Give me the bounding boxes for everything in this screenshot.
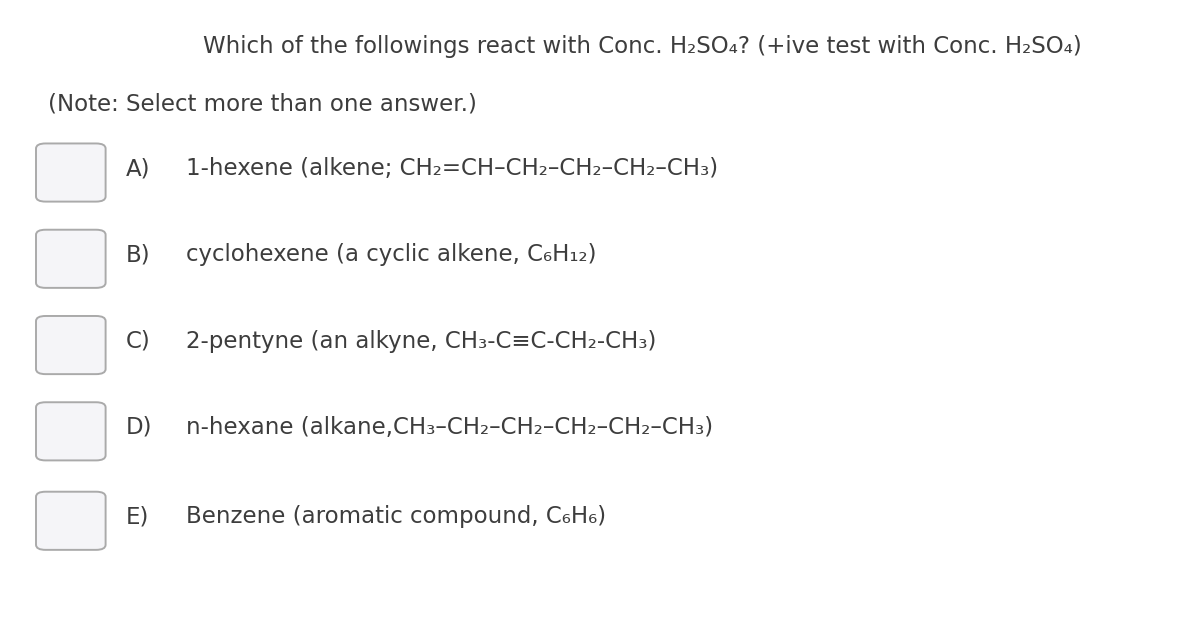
Text: (Note: Select more than one answer.): (Note: Select more than one answer.) (48, 93, 476, 116)
FancyBboxPatch shape (36, 492, 106, 550)
Text: cyclohexene (a cyclic alkene, C₆H₁₂): cyclohexene (a cyclic alkene, C₆H₁₂) (186, 243, 596, 266)
Text: A): A) (126, 157, 150, 180)
FancyBboxPatch shape (36, 230, 106, 288)
Text: Benzene (aromatic compound, C₆H₆): Benzene (aromatic compound, C₆H₆) (186, 505, 606, 528)
Text: n-hexane (alkane,CH₃–CH₂–CH₂–CH₂–CH₂–CH₃): n-hexane (alkane,CH₃–CH₂–CH₂–CH₂–CH₂–CH₃… (186, 416, 713, 439)
FancyBboxPatch shape (36, 403, 106, 460)
Text: Which of the followings react with Conc. H₂SO₄? (+ive test with Conc. H₂SO₄): Which of the followings react with Conc.… (203, 35, 1081, 58)
Text: 1-hexene (alkene; CH₂=CH–CH₂–CH₂–CH₂–CH₃): 1-hexene (alkene; CH₂=CH–CH₂–CH₂–CH₂–CH₃… (186, 157, 718, 180)
Text: B): B) (126, 243, 151, 266)
FancyBboxPatch shape (36, 316, 106, 374)
Text: C): C) (126, 330, 151, 353)
Text: 2-pentyne (an alkyne, CH₃-C≡C-CH₂-CH₃): 2-pentyne (an alkyne, CH₃-C≡C-CH₂-CH₃) (186, 330, 656, 353)
Text: E): E) (126, 505, 149, 528)
Text: D): D) (126, 416, 152, 439)
FancyBboxPatch shape (36, 144, 106, 202)
